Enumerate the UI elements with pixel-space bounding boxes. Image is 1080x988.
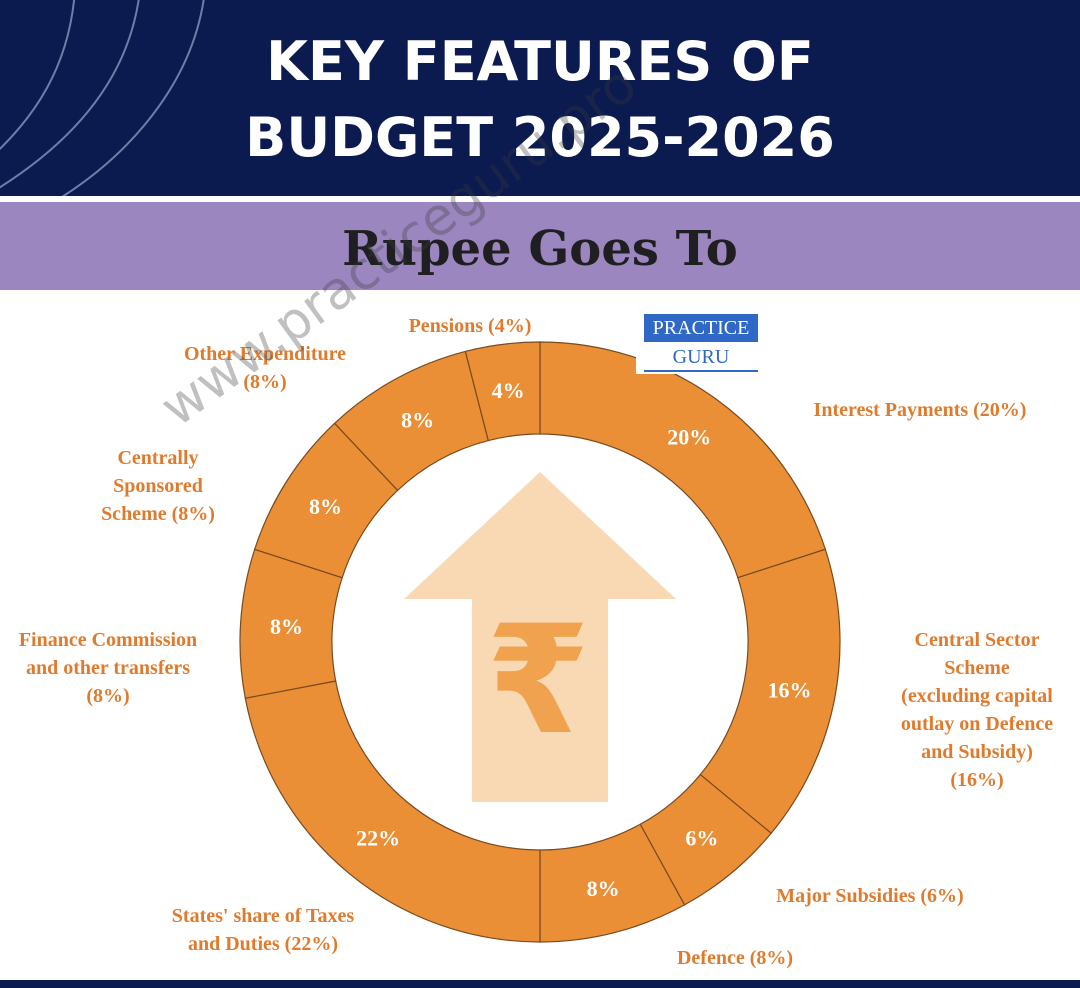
slice-value-label: 8%	[587, 876, 620, 901]
caption-interest-payments: Interest Payments (20%)	[813, 399, 1027, 421]
decorative-arcs	[0, 0, 205, 196]
caption-other-expenditure: Other Expenditure (8%)	[183, 343, 347, 393]
up-arrow-graphic: ₹	[404, 472, 676, 802]
donut-slices	[239, 341, 841, 943]
page-title-line-2: BUDGET 2025-2026	[245, 106, 835, 169]
caption-defence: Defence (8%)	[676, 947, 794, 969]
rupee-icon: ₹	[486, 594, 590, 768]
slice-value-label: 6%	[685, 826, 718, 851]
header-banner: KEY FEATURES OF BUDGET 2025-2026	[0, 0, 1080, 196]
up-arrow-icon	[404, 472, 676, 802]
logo-text-top: PRACTICE	[644, 314, 758, 342]
slice-value-label: 4%	[492, 378, 525, 403]
caption-finance-commission: Finance Commission and other transfers (…	[18, 629, 198, 707]
slice-value-label: 8%	[309, 494, 342, 519]
slice-value-label: 16%	[768, 678, 812, 703]
caption-pensions: Pensions (4%)	[408, 315, 532, 337]
subtitle-band	[0, 202, 1080, 290]
caption-major-subsidies: Major Subsidies (6%)	[776, 885, 964, 907]
caption-centrally-sponsored: Centrally Sponsored Scheme (8%)	[101, 447, 215, 525]
caption-central-sector: Central Sector Scheme (excluding capital…	[900, 629, 1054, 791]
donut-chart-area: ₹ 20% 16% 6% 8% 22% 8% 8% 8% 4%	[0, 290, 1080, 980]
donut-slice-pensions	[464, 341, 541, 442]
chart-title: Rupee Goes To	[342, 221, 738, 277]
caption-states-share: States' share of Taxes and Duties (22%)	[171, 905, 355, 955]
slice-value-label: 20%	[667, 425, 711, 450]
page-title-line-1: KEY FEATURES OF	[266, 30, 814, 93]
slice-value-label: 8%	[270, 614, 303, 639]
slice-value-label: 8%	[401, 407, 434, 432]
donut-chart: ₹ 20% 16% 6% 8% 22% 8% 8% 8% 4%	[239, 341, 841, 943]
practice-guru-logo: PRACTICE GURU	[636, 310, 764, 374]
slice-value-label: 22%	[356, 826, 400, 851]
donut-slice-values: 20% 16% 6% 8% 22% 8% 8% 8% 4%	[270, 378, 811, 901]
footer-bar	[0, 980, 1080, 988]
logo-text-bottom: GURU	[644, 344, 758, 372]
donut-slice-states-share-of-taxes-and-duties	[244, 680, 541, 943]
